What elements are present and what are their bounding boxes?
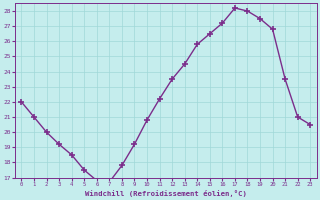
X-axis label: Windchill (Refroidissement éolien,°C): Windchill (Refroidissement éolien,°C) [85,190,247,197]
